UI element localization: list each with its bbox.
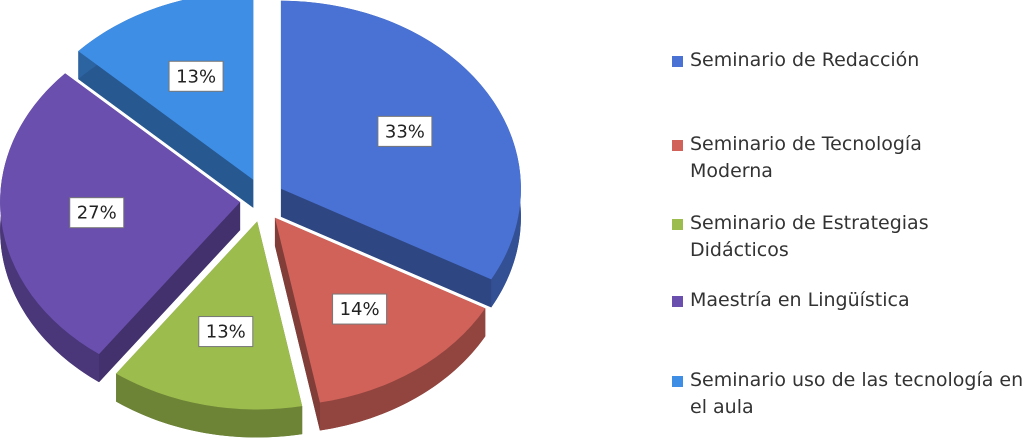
slice-edge <box>319 308 486 431</box>
legend-item: Seminario de Redacción <box>668 47 1020 74</box>
legend-swatch <box>672 376 683 387</box>
data-label: 27% <box>77 203 117 224</box>
legend-swatch <box>672 219 683 230</box>
slice <box>78 0 254 180</box>
slice-side <box>274 217 320 431</box>
legend-label: Seminario de Estrategias Didácticos <box>690 212 929 261</box>
slice-side <box>280 188 492 308</box>
data-label: 33% <box>385 121 425 142</box>
slice <box>116 221 303 410</box>
legend-item: Seminario uso de las tecnología en el au… <box>668 367 1032 421</box>
legend-swatch <box>672 140 683 151</box>
slice-edge <box>116 373 303 438</box>
legend-item: Maestría en Lingüística <box>668 287 1020 314</box>
legend-swatch <box>672 56 683 67</box>
slice-edge <box>0 73 100 383</box>
data-label: 14% <box>340 299 380 320</box>
legend-label: Maestría en Lingüística <box>690 289 910 311</box>
data-label-box <box>332 293 388 325</box>
data-label-box <box>198 316 254 348</box>
slice-side <box>78 51 254 208</box>
data-label-box <box>69 197 125 229</box>
legend-label: Seminario de Tecnología Moderna <box>690 133 922 182</box>
data-label: 13% <box>206 322 246 343</box>
legend-item: Seminario de Estrategias Didácticos <box>668 210 980 264</box>
legend-label: Seminario uso de las tecnología en el au… <box>690 369 1024 418</box>
legend-swatch <box>672 296 683 307</box>
chart: 33% 14% 13% 27% 13% <box>0 0 521 438</box>
legend-item: Seminario de Tecnología Moderna <box>668 131 960 185</box>
legend-label: Seminario de Redacción <box>690 49 920 71</box>
data-label-box <box>168 60 224 92</box>
data-label-box <box>377 115 433 147</box>
data-label: 13% <box>176 66 216 87</box>
slice-side <box>99 202 241 383</box>
